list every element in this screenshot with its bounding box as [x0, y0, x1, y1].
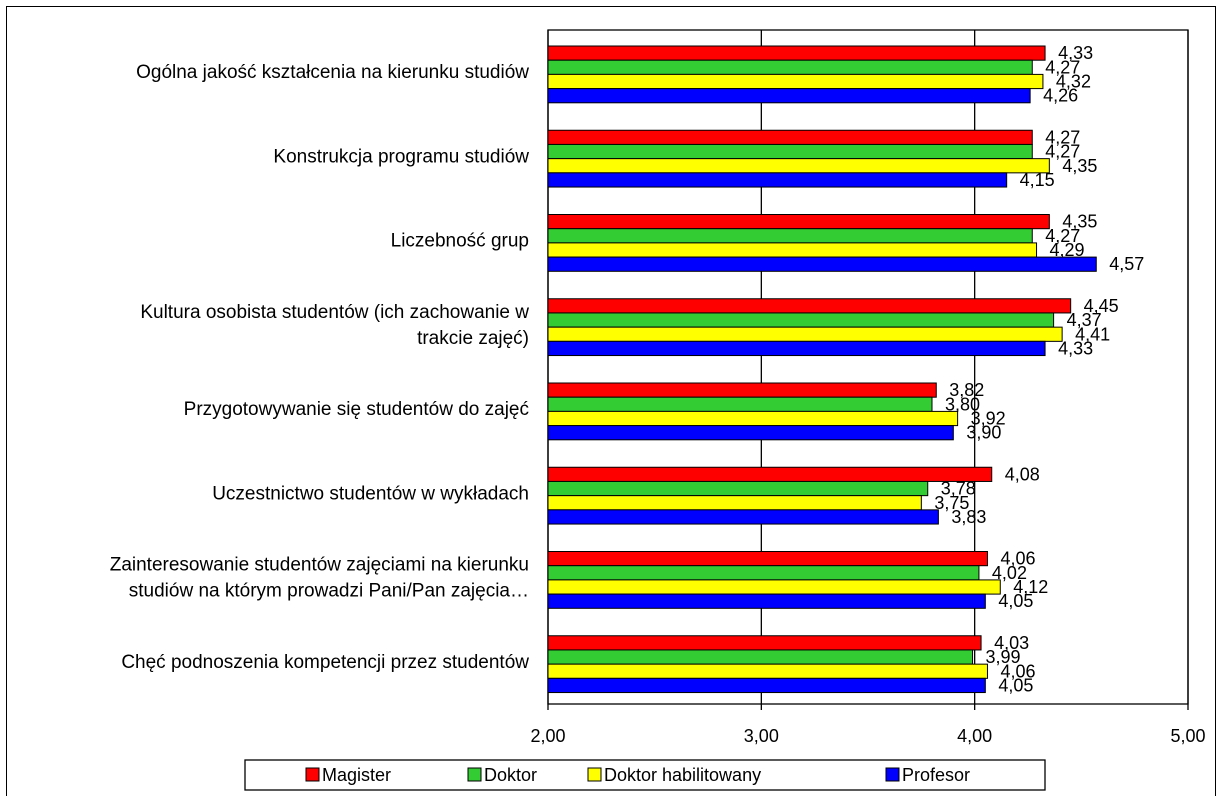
bar-doktor-habilitowany — [547, 663, 988, 679]
data-label: 3,80 — [945, 394, 980, 414]
bar-magister — [547, 298, 1072, 314]
bar-doktor — [547, 228, 1033, 244]
bar-magister — [547, 635, 982, 651]
bar-doktor — [547, 312, 1055, 328]
data-label: 3,82 — [949, 380, 984, 400]
category-label: Liczebność grup — [391, 231, 529, 252]
data-label: 4,12 — [1013, 577, 1048, 597]
bar-magister — [547, 129, 1033, 145]
bar-doktor — [547, 396, 933, 412]
legend-swatch — [885, 767, 900, 782]
bar-profesor — [547, 425, 954, 441]
bar-doktor-habilitowany — [547, 410, 959, 427]
category-label: Ogólna jakość kształcenia na kierunku st… — [136, 62, 529, 83]
data-label: 4,15 — [1020, 170, 1055, 190]
data-label: 3,92 — [971, 409, 1006, 429]
data-label: 4,33 — [1058, 338, 1093, 358]
data-label: 4,26 — [1043, 86, 1078, 106]
data-label: 4,45 — [1084, 296, 1119, 316]
x-tick-label: 4,00 — [957, 726, 992, 746]
category-label: Uczestnictwo studentów w wykładach — [212, 483, 529, 504]
bar-doktor-habilitowany — [547, 495, 922, 511]
data-label: 3,99 — [986, 647, 1021, 667]
data-label: 4,06 — [1000, 661, 1035, 681]
category-label: Kultura osobista studentów (ich zachowan… — [140, 302, 529, 323]
bar-profesor — [547, 677, 986, 694]
data-label: 3,78 — [941, 479, 976, 499]
bar-doktor-habilitowany — [547, 579, 1001, 595]
bar-doktor-habilitowany — [547, 73, 1044, 90]
legend-swatch — [467, 767, 482, 782]
data-label: 4,05 — [998, 675, 1033, 695]
bar-magister — [547, 466, 993, 482]
bar-doktor — [547, 480, 929, 497]
bar-doktor — [547, 649, 974, 665]
bar-profesor — [547, 593, 986, 609]
data-label: 4,06 — [1000, 549, 1035, 569]
data-label: 4,08 — [1005, 464, 1040, 484]
data-label: 4,57 — [1109, 254, 1144, 274]
x-tick-label: 5,00 — [1170, 726, 1205, 746]
data-label: 3,83 — [951, 507, 986, 527]
x-tick-label: 3,00 — [744, 726, 779, 746]
bar-magister — [547, 382, 937, 398]
bar-profesor — [547, 88, 1031, 104]
legend-label: Doktor — [484, 765, 537, 785]
category-label: Chęć podnoszenia kompetencji przez stude… — [121, 652, 529, 673]
data-label: 4,05 — [998, 591, 1033, 611]
category-label: trakcie zajęć) — [417, 328, 529, 349]
data-label: 4,37 — [1067, 310, 1102, 330]
chart-frame — [6, 6, 1216, 796]
bar-magister — [547, 551, 988, 567]
data-label: 3,90 — [966, 423, 1001, 443]
bar-doktor-habilitowany — [547, 242, 1038, 258]
data-label: 4,29 — [1050, 240, 1085, 260]
data-label: 4,41 — [1075, 324, 1110, 344]
data-label: 4,02 — [992, 563, 1027, 583]
data-label: 3,75 — [934, 493, 969, 513]
bar-doktor — [547, 565, 980, 581]
bar-profesor — [547, 256, 1097, 272]
bar-profesor — [547, 340, 1046, 357]
data-label: 4,27 — [1045, 127, 1080, 147]
bar-doktor-habilitowany — [547, 326, 1063, 342]
bar-magister — [547, 45, 1046, 61]
data-label: 4,35 — [1062, 156, 1097, 176]
x-tick-label: 2,00 — [530, 726, 565, 746]
bar-doktor-habilitowany — [547, 158, 1050, 174]
data-label: 4,27 — [1045, 226, 1080, 246]
bar-profesor — [547, 509, 939, 525]
bar-magister — [547, 214, 1050, 230]
legend — [244, 759, 1046, 791]
category-label: Przygotowywanie się studentów do zajęć — [184, 399, 529, 420]
data-label: 4,35 — [1062, 212, 1097, 232]
category-label: Konstrukcja programu studiów — [273, 146, 529, 167]
legend-label: Doktor habilitowany — [604, 765, 761, 785]
bar-doktor — [547, 59, 1033, 75]
data-label: 4,27 — [1045, 142, 1080, 162]
category-label: studiów na którym prowadzi Pani/Pan zaję… — [129, 581, 529, 602]
data-label: 4,03 — [994, 633, 1029, 653]
legend-label: Magister — [322, 765, 391, 785]
category-label: Zainteresowanie studentów zajęciami na k… — [110, 555, 529, 576]
data-label: 4,33 — [1058, 43, 1093, 63]
data-label: 4,32 — [1056, 72, 1091, 92]
legend-label: Profesor — [902, 765, 970, 785]
bar-doktor — [547, 143, 1033, 160]
bar-profesor — [547, 172, 1008, 188]
legend-swatch — [587, 767, 602, 782]
legend-swatch — [305, 767, 320, 782]
data-label: 4,27 — [1045, 57, 1080, 77]
